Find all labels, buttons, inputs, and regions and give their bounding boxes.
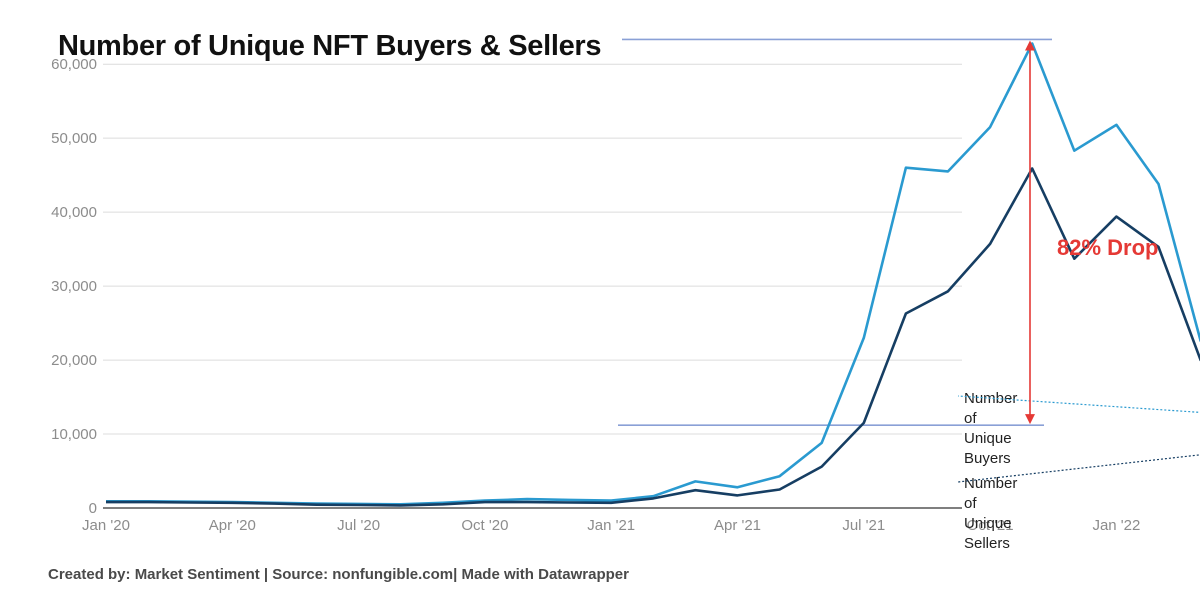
drop-label: 82% Drop: [1057, 235, 1158, 260]
drop-arrow-head-up: [1025, 40, 1035, 51]
y-tick-label: 0: [89, 500, 97, 517]
x-tick-label: Oct '20: [461, 517, 508, 534]
reference-lines: [618, 38, 1052, 426]
series-line-buyers: [106, 42, 1200, 506]
x-tick-label: Jan '20: [82, 517, 130, 534]
series-label-sellers: Number of Unique Sellers: [964, 475, 1017, 552]
line-chart: 0 10,000 20,000 30,000 40,000 50,000 60,000 Ja…: [51, 38, 1200, 552]
drop-arrow-head-down: [1025, 414, 1035, 425]
grid-lines: [103, 63, 962, 509]
x-tick-label: Jul '20: [337, 517, 380, 534]
y-tick-label: 30,000: [51, 278, 97, 295]
chart-title: Number of Unique NFT Buyers & Sellers: [58, 30, 602, 62]
series-label-buyers: Number of Unique Buyers: [964, 390, 1017, 467]
x-axis-tick-labels: Jan '20 Apr '20 Jul '20 Oct '20 Jan '21 Apr '…: [82, 517, 1140, 534]
x-tick-label: Apr '21: [714, 517, 761, 534]
chart-footer: Created by: Market Sentiment | Source: n…: [48, 566, 629, 583]
series-lines: [105, 42, 1200, 507]
x-tick-label: Jan '22: [1092, 517, 1140, 534]
series-line-sellers: [106, 167, 1200, 507]
x-tick-label: Oct '21: [967, 517, 1014, 534]
drop-annotation: 82% Drop: [1025, 40, 1158, 425]
y-tick-label: 50,000: [51, 130, 97, 147]
y-tick-label: 60,000: [51, 56, 97, 73]
y-tick-label: 20,000: [51, 352, 97, 369]
y-tick-label: 40,000: [51, 204, 97, 221]
x-tick-label: Jul '21: [842, 517, 885, 534]
x-tick-label: Jan '21: [587, 517, 635, 534]
y-axis-tick-labels: 0 10,000 20,000 30,000 40,000 50,000 60,000: [51, 56, 97, 517]
y-tick-label: 10,000: [51, 426, 97, 443]
series-labels: Number of Unique Buyers Number of Unique Seller…: [957, 390, 1200, 552]
x-tick-label: Apr '20: [209, 517, 256, 534]
